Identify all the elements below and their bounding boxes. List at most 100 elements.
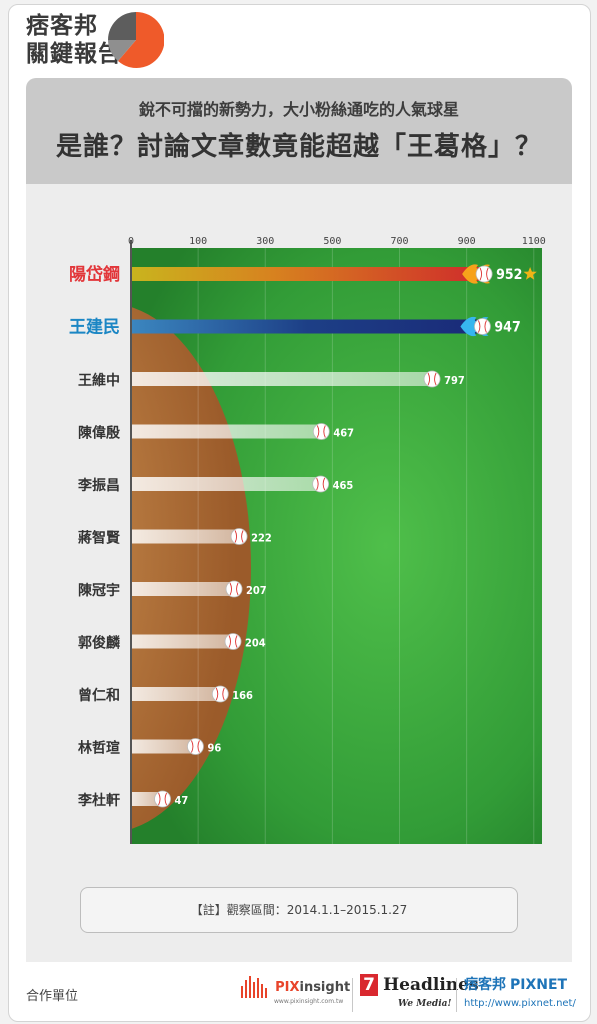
category-label: 李杜軒: [77, 792, 120, 809]
bar: [132, 634, 234, 649]
baseball-icon: [154, 790, 171, 808]
bar: [132, 739, 196, 754]
bar: [132, 529, 240, 544]
baseball-stitch: [434, 372, 437, 386]
bar: [132, 372, 433, 386]
pixinsight-suffix: insight: [299, 979, 351, 995]
baseball-stitch: [322, 477, 326, 491]
value-label: 47: [175, 794, 189, 807]
page-title: 是誰？討論文章數竟能超越「王葛格」？: [55, 132, 542, 162]
baseball-stitch: [229, 582, 232, 596]
brand-pie-icon: [108, 12, 164, 68]
bar: [132, 477, 321, 491]
baseball-body: [230, 528, 248, 545]
category-label: 陳偉殷: [78, 425, 121, 442]
bar: [132, 319, 483, 334]
baseball-stitch: [235, 635, 238, 648]
baseball-body: [474, 318, 491, 335]
value-label: 467: [333, 427, 354, 440]
star-icon: [523, 267, 537, 280]
baseball-stitch: [478, 320, 481, 333]
baseball-body: [225, 580, 243, 598]
brand-title: 痞客邦 關鍵報告: [26, 12, 122, 68]
brand-line-1: 痞客邦: [26, 13, 98, 39]
value-label: 204: [245, 637, 266, 650]
category-label: 郭俊麟: [78, 635, 121, 652]
x-tick-label: 500: [323, 236, 341, 247]
baseball-icon: [225, 580, 243, 598]
baseball-icon: [474, 318, 491, 335]
7headlines-logo-icon: 7: [360, 974, 378, 996]
baseball-icon: [211, 685, 229, 703]
baseball-icon: [312, 475, 330, 493]
baseball-stitch: [427, 372, 431, 386]
value-label: 166: [232, 689, 253, 702]
baseball-stitch: [316, 477, 319, 491]
baseball-body: [475, 265, 493, 283]
x-tick-label: 100: [189, 236, 207, 247]
value-label: 96: [207, 742, 221, 755]
subtitle: 銳不可擋的新勢力，大小粉絲通吃的人氣球星: [138, 100, 459, 119]
7headlines-tagline: We Media!: [398, 999, 452, 1009]
baseball-stitch: [323, 425, 326, 438]
pixinsight-logo-icon: [241, 976, 267, 998]
bar: [132, 687, 221, 701]
category-label: 王維中: [78, 372, 120, 389]
value-label: 465: [333, 479, 354, 492]
value-label: 797: [444, 374, 465, 387]
baseball-stitch: [486, 267, 489, 281]
baseball-body: [312, 423, 330, 440]
category-label: 林哲瑄: [78, 740, 120, 757]
baseball-stitch: [241, 530, 244, 543]
partner-7headlines[interactable]: 7 Headlines We Media!: [360, 974, 479, 1009]
baseball-icon: [475, 265, 493, 283]
value-label: 947: [494, 320, 520, 336]
baseball-icon: [230, 528, 248, 545]
value-label: 222: [251, 532, 272, 545]
baseball-body: [211, 685, 229, 703]
baseball-stitch: [197, 740, 200, 753]
baseball-stitch: [484, 320, 487, 333]
x-tick-label: 700: [390, 236, 408, 247]
observation-note: 【註】觀察區間：2014.1.1–2015.1.27: [80, 887, 518, 933]
partner-pixnet[interactable]: 痞客邦 PIXNET http://www.pixnet.net/: [464, 974, 576, 1009]
footer-divider: [352, 978, 353, 1012]
category-label: 李振昌: [77, 477, 120, 494]
baseball-icon: [312, 423, 330, 440]
x-tick-label: 300: [256, 236, 274, 247]
partner-pixinsight[interactable]: PIXinsight www.pixinsight.com.tw: [240, 974, 351, 1005]
baseball-body: [154, 790, 171, 808]
baseball-stitch: [164, 792, 167, 806]
baseball-icon: [187, 738, 204, 755]
bar: [132, 582, 235, 596]
brand-line-2: 關鍵報告: [26, 41, 122, 67]
baseball-stitch: [191, 740, 194, 753]
value-label: 207: [246, 584, 267, 597]
baseball-stitch: [479, 267, 483, 281]
pixnet-cn-name: 痞客邦: [464, 977, 506, 993]
baseball-body: [312, 475, 330, 493]
footer-label: 合作單位: [26, 989, 79, 1004]
category-label: 陽岱鋼: [69, 264, 120, 285]
pixnet-en-name: PIXNET: [510, 977, 568, 993]
bar-chart: 0 100 300 500 700 900 1100 陽岱鋼 952 王建民 947 王維中 797 陳…: [69, 236, 546, 844]
baseball-body: [224, 633, 242, 650]
chart-card: 0 100 300 500 700 900 1100 陽岱鋼 952 王建民 947 王維中 797 陳…: [26, 184, 572, 962]
pixinsight-prefix: PIX: [275, 979, 300, 995]
pixnet-url: http://www.pixnet.net/: [464, 998, 576, 1009]
baseball-stitch: [228, 635, 231, 648]
x-tick-label: 0: [128, 236, 134, 247]
baseball-body: [187, 738, 204, 755]
header-banner: [26, 78, 572, 184]
baseball-icon: [224, 633, 242, 650]
baseball-stitch: [158, 792, 161, 806]
baseball-stitch: [316, 425, 320, 438]
x-tick-label: 900: [458, 236, 476, 247]
value-label: 952: [496, 267, 522, 283]
category-label: 蔣智賢: [78, 530, 121, 547]
bar: [132, 267, 485, 281]
pixinsight-url: www.pixinsight.com.tw: [274, 998, 344, 1005]
baseball-stitch: [215, 687, 219, 701]
baseball-body: [423, 370, 441, 388]
baseball-stitch: [236, 582, 239, 596]
